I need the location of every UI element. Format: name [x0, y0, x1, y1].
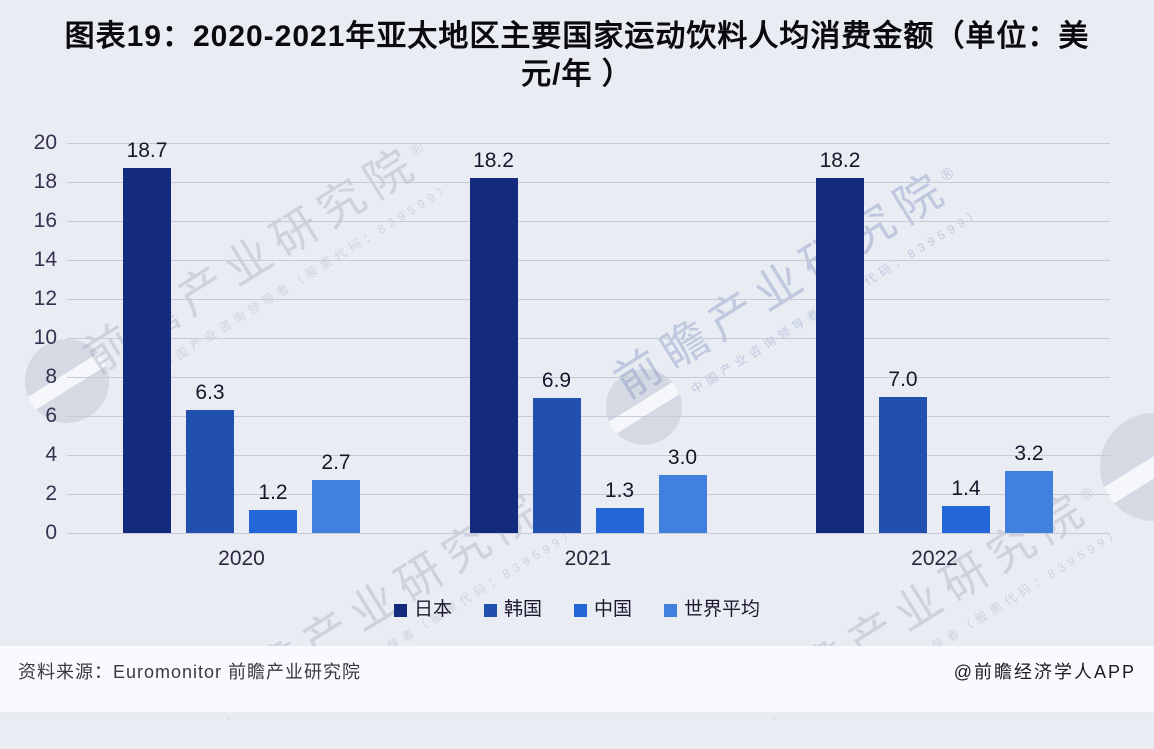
legend-label: 中国	[594, 599, 633, 620]
gridline-y6	[67, 416, 1110, 417]
source-text: 资料来源：Euromonitor 前瞻产业研究院	[18, 662, 362, 682]
gridline-y14	[67, 260, 1110, 261]
bar-2020-series3	[312, 480, 360, 533]
y-axis-tick-label: 10	[33, 326, 57, 349]
bar-2022-series0	[816, 178, 864, 533]
gridline-y18	[67, 182, 1110, 183]
gridline-y12	[67, 299, 1110, 300]
legend-item-1: 韩国	[483, 599, 542, 621]
legend-item-3: 世界平均	[664, 599, 760, 621]
gridline-y8	[67, 377, 1110, 378]
y-axis-tick-label: 14	[33, 248, 57, 271]
y-axis-tick-label: 6	[45, 404, 57, 427]
y-axis-tick-label: 2	[45, 482, 57, 505]
legend-label: 韩国	[503, 599, 542, 620]
x-axis-category-label: 2021	[564, 547, 612, 570]
bar-2021-series2	[595, 507, 644, 533]
bar-2021-series0	[469, 178, 518, 533]
bar-value-label: 6.9	[541, 369, 572, 393]
bar-2020-series0	[123, 168, 171, 533]
y-axis-tick-label: 0	[45, 521, 57, 544]
y-axis-tick-label: 20	[33, 131, 57, 154]
bar-2022-series2	[942, 505, 990, 533]
legend-swatch-icon	[664, 603, 678, 617]
gridline-y4	[67, 455, 1110, 456]
legend-swatch-icon	[574, 603, 587, 617]
bar-value-label: 6.3	[195, 381, 225, 405]
gridline-y20	[67, 143, 1110, 144]
footer-strip	[0, 646, 1154, 718]
chart-title-line1: 图表19：2020-2021年亚太地区主要国家运动饮料人均消费金额（单位：美	[64, 20, 1090, 53]
y-axis-tick-label: 12	[33, 287, 57, 310]
y-axis-tick-label: 8	[45, 365, 57, 388]
bar-2020-series2	[249, 509, 297, 533]
y-axis-tick-label: 16	[33, 209, 57, 232]
bar-2022-series3	[1005, 470, 1053, 533]
legend-label: 世界平均	[684, 599, 761, 620]
bar-value-label: 3.2	[1014, 441, 1044, 465]
chart-title: 图表19：2020-2021年亚太地区主要国家运动饮料人均消费金额（单位：美 元…	[27, 18, 1127, 94]
bar-value-label: 18.2	[819, 149, 861, 173]
legend-item-0: 日本	[393, 599, 452, 621]
bar-2021-series1	[532, 398, 581, 533]
gridline-y10	[67, 338, 1110, 339]
legend-item-2: 中国	[574, 599, 632, 621]
bar-value-label: 7.0	[888, 367, 918, 391]
bar-2021-series3	[658, 474, 707, 533]
bar-value-label: 1.4	[951, 476, 981, 500]
report-figure-page: { "title": { "full": "图表19：2020-2021年亚太地…	[0, 0, 1154, 718]
legend-swatch-icon	[393, 603, 407, 617]
bar-2020-series1	[186, 410, 234, 533]
bar-value-label: 18.2	[473, 149, 514, 173]
bar-value-label: 1.3	[604, 478, 635, 502]
bar-value-label: 3.0	[667, 445, 698, 469]
legend-label: 日本	[413, 599, 452, 620]
bar-2022-series1	[879, 396, 927, 533]
credit-text: @前瞻经济学人APP	[953, 662, 1136, 682]
gridline-y2	[67, 494, 1110, 495]
y-axis-tick-label: 4	[45, 443, 57, 466]
bar-value-label: 18.7	[126, 139, 168, 163]
x-axis-category-label: 2020	[218, 547, 265, 570]
chart-area: 0 2 4 6 8 10 12 14 16 18 20 18.7 6.3 1.2 2.7 2020 18.2 6.…	[0, 120, 1154, 590]
bar-value-label: 1.2	[258, 480, 288, 504]
gridline-y16	[67, 221, 1110, 222]
y-axis-tick-label: 18	[33, 170, 57, 193]
bottom-edge-divider	[0, 712, 1154, 718]
gridline-y0	[67, 533, 1110, 534]
chart-title-line2: 元/年 ）	[521, 58, 633, 91]
chart-legend: 日本 韩国 中国 世界平均	[0, 597, 1154, 623]
legend-swatch-icon	[483, 603, 497, 617]
bar-value-label: 2.7	[321, 451, 351, 475]
x-axis-category-label: 2022	[911, 547, 958, 570]
